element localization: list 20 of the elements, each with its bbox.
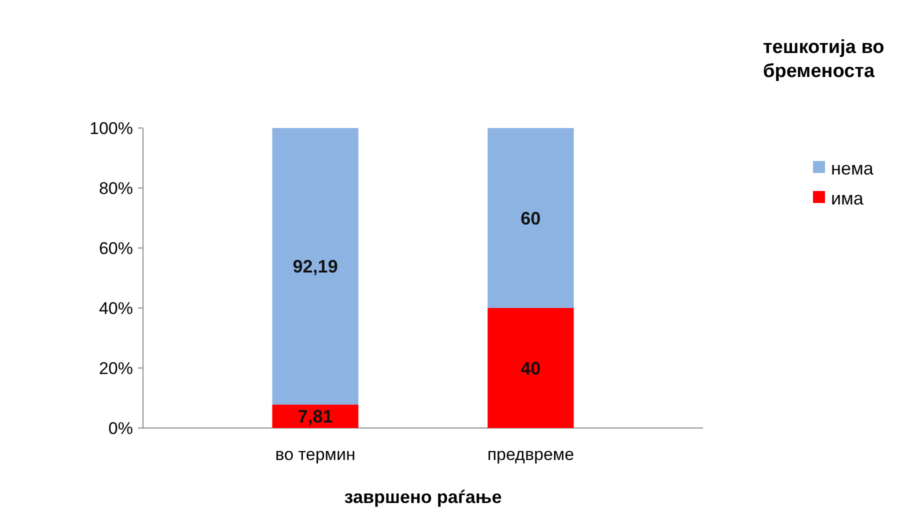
legend-title: тешкотија во бременоста [763,37,884,82]
y-tick-label: 60% [98,238,133,258]
bar [488,128,574,308]
legend-label: нема [831,158,874,178]
data-label: 92,19 [292,256,338,277]
y-tick-label: 40% [98,298,133,318]
y-tick-label: 100% [90,118,133,138]
x-axis-title: завршено раѓање [344,487,502,507]
data-label: 60 [520,208,541,228]
x-tick-label: предвреме [487,445,574,464]
data-label: 7,81 [298,406,333,427]
data-label: 40 [520,358,541,378]
y-tick-label: 0% [108,418,133,438]
bar [272,404,358,428]
y-tick-label: 80% [98,178,133,198]
bar [272,128,358,405]
x-tick-label: во термин [275,445,356,464]
y-tick-label: 20% [98,358,133,378]
legend-label: има [831,188,864,208]
bar [488,308,574,428]
